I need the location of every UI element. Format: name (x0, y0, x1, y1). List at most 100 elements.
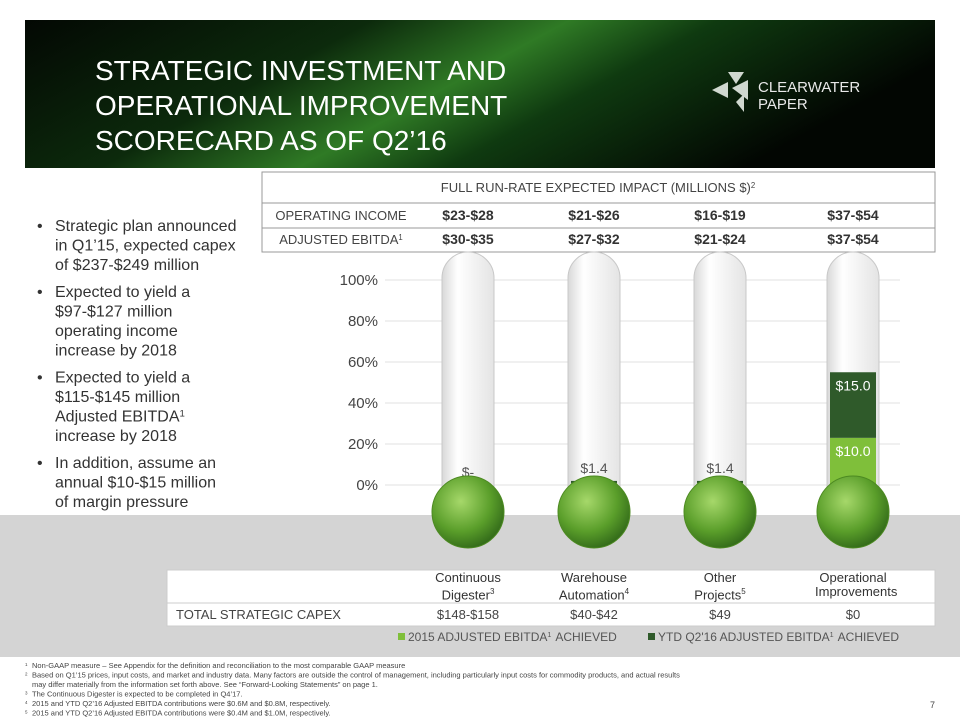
footnote-ref: 2 (751, 181, 755, 190)
x-tick-label: Warehouse Automation4 (556, 571, 632, 602)
bullet-text: $115-$145 million (55, 389, 180, 406)
footnote-ref: 5 (741, 587, 746, 596)
footnote: 1 Non-GAAP measure – See Appendix for the… (25, 661, 405, 670)
y-tick-label: 0% (356, 477, 378, 494)
footnote-text: 2015 and YTD Q2’16 Adjusted EBITDA contr… (32, 709, 331, 718)
bullet-dot: • (37, 370, 43, 387)
impact-value: $37-$54 (827, 207, 879, 223)
footnote-mark: 1 (25, 662, 28, 667)
footnote-ref: 1 (398, 233, 402, 242)
row-label: ADJUSTED EBITDA1 (279, 232, 403, 247)
capex-value: $49 (709, 607, 731, 622)
thermometer-bulb (557, 475, 631, 549)
legend-label: YTD Q2'16 ADJUSTED EBITDA1 ACHIEVED (658, 630, 899, 645)
legend-swatch (398, 633, 405, 640)
category-wrap: Warehouse Automation4 (556, 571, 632, 602)
row-label: OPERATING INCOME (275, 208, 407, 223)
footnote-ref: 1 (180, 408, 185, 419)
y-tick-label: 40% (348, 395, 378, 412)
category-wrap: Continuous Digester3 (430, 571, 506, 602)
impact-table (261, 171, 936, 253)
footnote: 3 The Continuous Digester is expected to … (25, 690, 243, 699)
bullet-text: operating income (55, 323, 178, 340)
legend-label: 2015 ADJUSTED EBITDA1 ACHIEVED (408, 630, 617, 645)
footnote-text: Based on Q1’15 prices, input costs, and … (32, 671, 680, 680)
category-wrap: Other Projects5 (682, 571, 758, 602)
legend-name: 2015 ADJUSTED EBITDA (408, 630, 547, 644)
category-cell: Continuous Digester3 (430, 571, 506, 602)
title-line: OPERATIONAL IMPROVEMENT (95, 90, 507, 121)
row-label: ADJUSTED EBITDA (279, 232, 399, 247)
impact-value: $16-$19 (694, 207, 746, 223)
impact-title: FULL RUN-RATE EXPECTED IMPACT (MILLIONS … (441, 180, 755, 195)
bullet-text: Adjusted EBITDA1 (55, 408, 185, 426)
category-cell: Warehouse Automation4 (556, 571, 632, 602)
amount-label: $15.0 (835, 377, 870, 393)
footnote-ref: 1 (830, 630, 834, 639)
title-line: SCORECARD AS OF Q2’16 (95, 125, 447, 156)
thermometer-bulb (431, 475, 505, 549)
bullet-text: $97-$127 million (55, 304, 172, 321)
capex-table (166, 569, 936, 627)
bullet-dot: • (37, 284, 43, 301)
bar-segment (830, 372, 876, 438)
bullet-dot: • (37, 218, 43, 235)
thermometer-bulb (816, 475, 890, 549)
row-label: OPERATING INCOME (275, 208, 407, 223)
category-wrap: Operational Improvements (815, 571, 897, 599)
bullet-text: annual $10-$15 million (55, 475, 216, 492)
y-tick-label: 20% (348, 436, 378, 453)
capex-value: $40-$42 (570, 607, 618, 622)
impact-value: $21-$26 (568, 207, 620, 223)
impact-title: FULL RUN-RATE EXPECTED IMPACT (MILLIONS … (441, 180, 751, 195)
legend-name-end: ACHIEVED (838, 630, 900, 644)
footnote: may differ materially from the informati… (32, 680, 378, 689)
y-tick-label: 60% (348, 354, 378, 371)
impact-value: $37-$54 (827, 231, 879, 247)
footnote-text: may differ materially from the informati… (32, 680, 378, 689)
category-name: Continuous Digester (435, 571, 501, 603)
bullet-dot: • (37, 455, 43, 472)
x-tick-label: Continuous Digester3 (430, 571, 506, 602)
bullet-text: Expected to yield a (55, 284, 190, 301)
footnote: 5 2015 and YTD Q2’16 Adjusted EBITDA cont… (25, 709, 331, 718)
logo-text: CLEARWATER (758, 79, 860, 96)
amount-label: $10.0 (835, 443, 870, 459)
bullet-text: increase by 2018 (55, 343, 177, 360)
category-name: Warehouse Automation (558, 571, 627, 603)
footnote-mark: 5 (25, 709, 28, 714)
footnote-mark: 2 (25, 671, 28, 676)
bullet-text: in Q1’15, expected capex (55, 238, 236, 255)
legend-name-end: ACHIEVED (555, 630, 617, 644)
impact-value: $27-$32 (568, 231, 620, 247)
title-line: STRATEGIC INVESTMENT AND (95, 55, 506, 86)
footnote-mark: 4 (25, 700, 28, 705)
capex-label: TOTAL STRATEGIC CAPEX (176, 607, 341, 622)
bullet-text: Adjusted EBITDA (55, 409, 180, 426)
amount-label: $1.4 (706, 460, 733, 476)
bullet-text: of $237-$249 million (55, 257, 199, 274)
footnote-ref: 4 (624, 587, 630, 596)
capex-value: $0 (846, 607, 860, 622)
category-cell: Other Projects5 (682, 571, 758, 602)
header-band (25, 20, 935, 168)
logo-mark (712, 72, 748, 112)
bullet-text: Strategic plan announced (55, 218, 236, 235)
footnote: 4 2015 and YTD Q2’16 Adjusted EBITDA cont… (25, 699, 331, 708)
x-tick-label: Other Projects5 (682, 571, 758, 602)
y-tick-label: 80% (348, 313, 378, 330)
footnote-text: The Continuous Digester is expected to b… (32, 690, 243, 699)
y-tick-label: 100% (340, 272, 378, 289)
bullet-text: In addition, assume an (55, 455, 216, 472)
impact-value: $21-$24 (694, 231, 746, 247)
category-name: Operational Improvements (815, 571, 898, 599)
amount-label: $1.4 (580, 460, 607, 476)
impact-value: $23-$28 (442, 207, 494, 223)
category-name: Other Projects (694, 571, 742, 603)
legend-swatch (648, 633, 655, 640)
capex-value: $148-$158 (437, 607, 499, 622)
bullet-text: increase by 2018 (55, 428, 177, 445)
footnote-ref: 1 (547, 630, 551, 639)
thermometer-bulb (683, 475, 757, 549)
